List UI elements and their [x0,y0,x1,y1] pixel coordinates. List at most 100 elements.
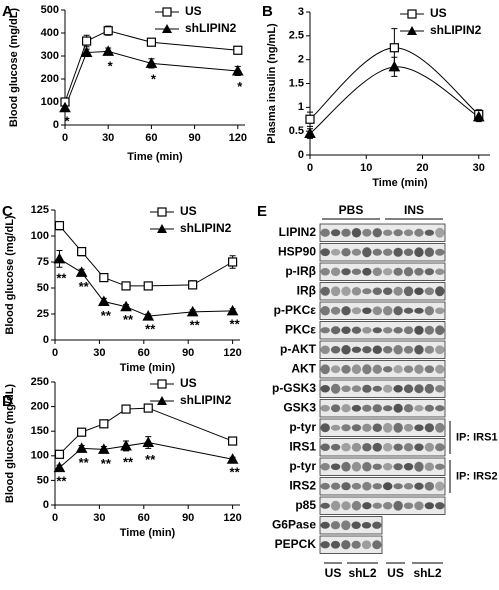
blot-band [320,228,330,237]
x-tick-label: 60 [145,132,157,144]
marker [233,45,243,55]
blot-band [341,286,351,296]
blot-band [393,403,403,413]
blot-band [424,404,435,412]
blot-band [414,325,424,335]
blot-band [414,501,424,511]
blot-band [330,424,341,431]
blot-band [435,325,445,336]
y-tick-label: 2.5 [289,30,304,42]
marker [77,427,87,437]
blot-band [330,521,341,530]
blot-band [414,482,424,490]
x-tick-label: 0 [62,132,68,144]
blot-band [341,404,351,413]
x-tick-label: 60 [138,347,150,359]
blot-band [372,345,382,354]
blot-band [424,287,435,296]
blot-band [435,481,445,491]
x-tick-label: 30 [102,132,114,144]
marker [304,127,316,139]
blot-band [393,463,403,471]
marker [120,300,132,312]
blot-band [393,500,403,511]
blot-band [341,424,351,432]
y-tick-label: 500 [41,4,59,16]
row-label: p-tyr [289,420,316,434]
y-tick-label: 100 [31,230,49,242]
marker [54,449,65,459]
marker [103,26,113,36]
y-tick-label: 2 [298,54,304,66]
y-axis-label: Blood glucose (mg/dL) [8,8,20,127]
y-tick-label: 25 [37,308,49,320]
group-label: PBS [339,203,364,217]
blot-band [341,482,351,491]
blot-band [383,268,393,276]
lane-label: shL2 [348,566,376,580]
blot-band [341,443,351,452]
blot-band [320,248,330,257]
significance: ** [123,454,134,469]
legend-label: US [180,204,197,218]
marker [80,46,93,58]
blot-band [320,286,330,296]
blot-band [403,345,414,354]
legend-marker [157,396,167,405]
x-tick-label: 60 [138,512,150,524]
blot-band [393,229,403,237]
blot-band [330,306,341,315]
blot-band [372,287,382,295]
legend-marker [162,7,172,17]
legend-label: US [185,4,202,18]
blot-band [351,424,362,432]
significance: ** [56,271,67,286]
blot-band [393,365,403,374]
group-label: INS [404,203,424,217]
row-label: p-IRβ [285,264,316,278]
x-tick-label: 20 [416,162,428,174]
y-tick-label: 0 [43,499,49,511]
ip-label: IP: IRS2 [456,470,498,482]
blot-band [330,443,341,451]
blot-band [414,384,424,394]
blot-band [372,385,382,392]
blot-band [330,229,341,237]
blot-band [372,248,382,256]
blot-band [435,422,445,433]
y-tick-label: 50 [37,282,49,294]
blot-band [372,327,382,334]
row-label: p-AKT [280,342,317,356]
y-tick-label: 0.5 [289,125,304,137]
blot-band [351,227,362,238]
legend-marker [162,24,172,33]
blot-band [330,267,341,277]
blot-strip [319,223,446,242]
x-tick-label: 30 [93,512,105,524]
y-tick-label: 1.5 [289,77,304,89]
blot-band [403,423,414,432]
marker [120,439,132,451]
blot-band [424,442,435,452]
blot-band [372,442,382,452]
row-label: IRβ [297,283,316,297]
blot-band [403,463,414,471]
blot-band [351,500,362,511]
blot-band [414,364,424,374]
blot-band [435,463,445,470]
marker [389,43,399,53]
blot-band [435,248,445,256]
blot-band [351,540,361,549]
marker [102,45,115,56]
legend-marker [157,224,167,233]
blot-band [403,307,414,314]
y-tick-label: 200 [41,73,59,85]
x-tick-label: 90 [182,347,194,359]
blot-band [330,482,341,490]
blot-band [414,344,424,355]
blot-band [330,346,341,354]
marker [75,442,88,453]
blot-band [372,502,382,509]
row-label: IRS2 [289,478,316,492]
row-label: AKT [291,361,316,375]
